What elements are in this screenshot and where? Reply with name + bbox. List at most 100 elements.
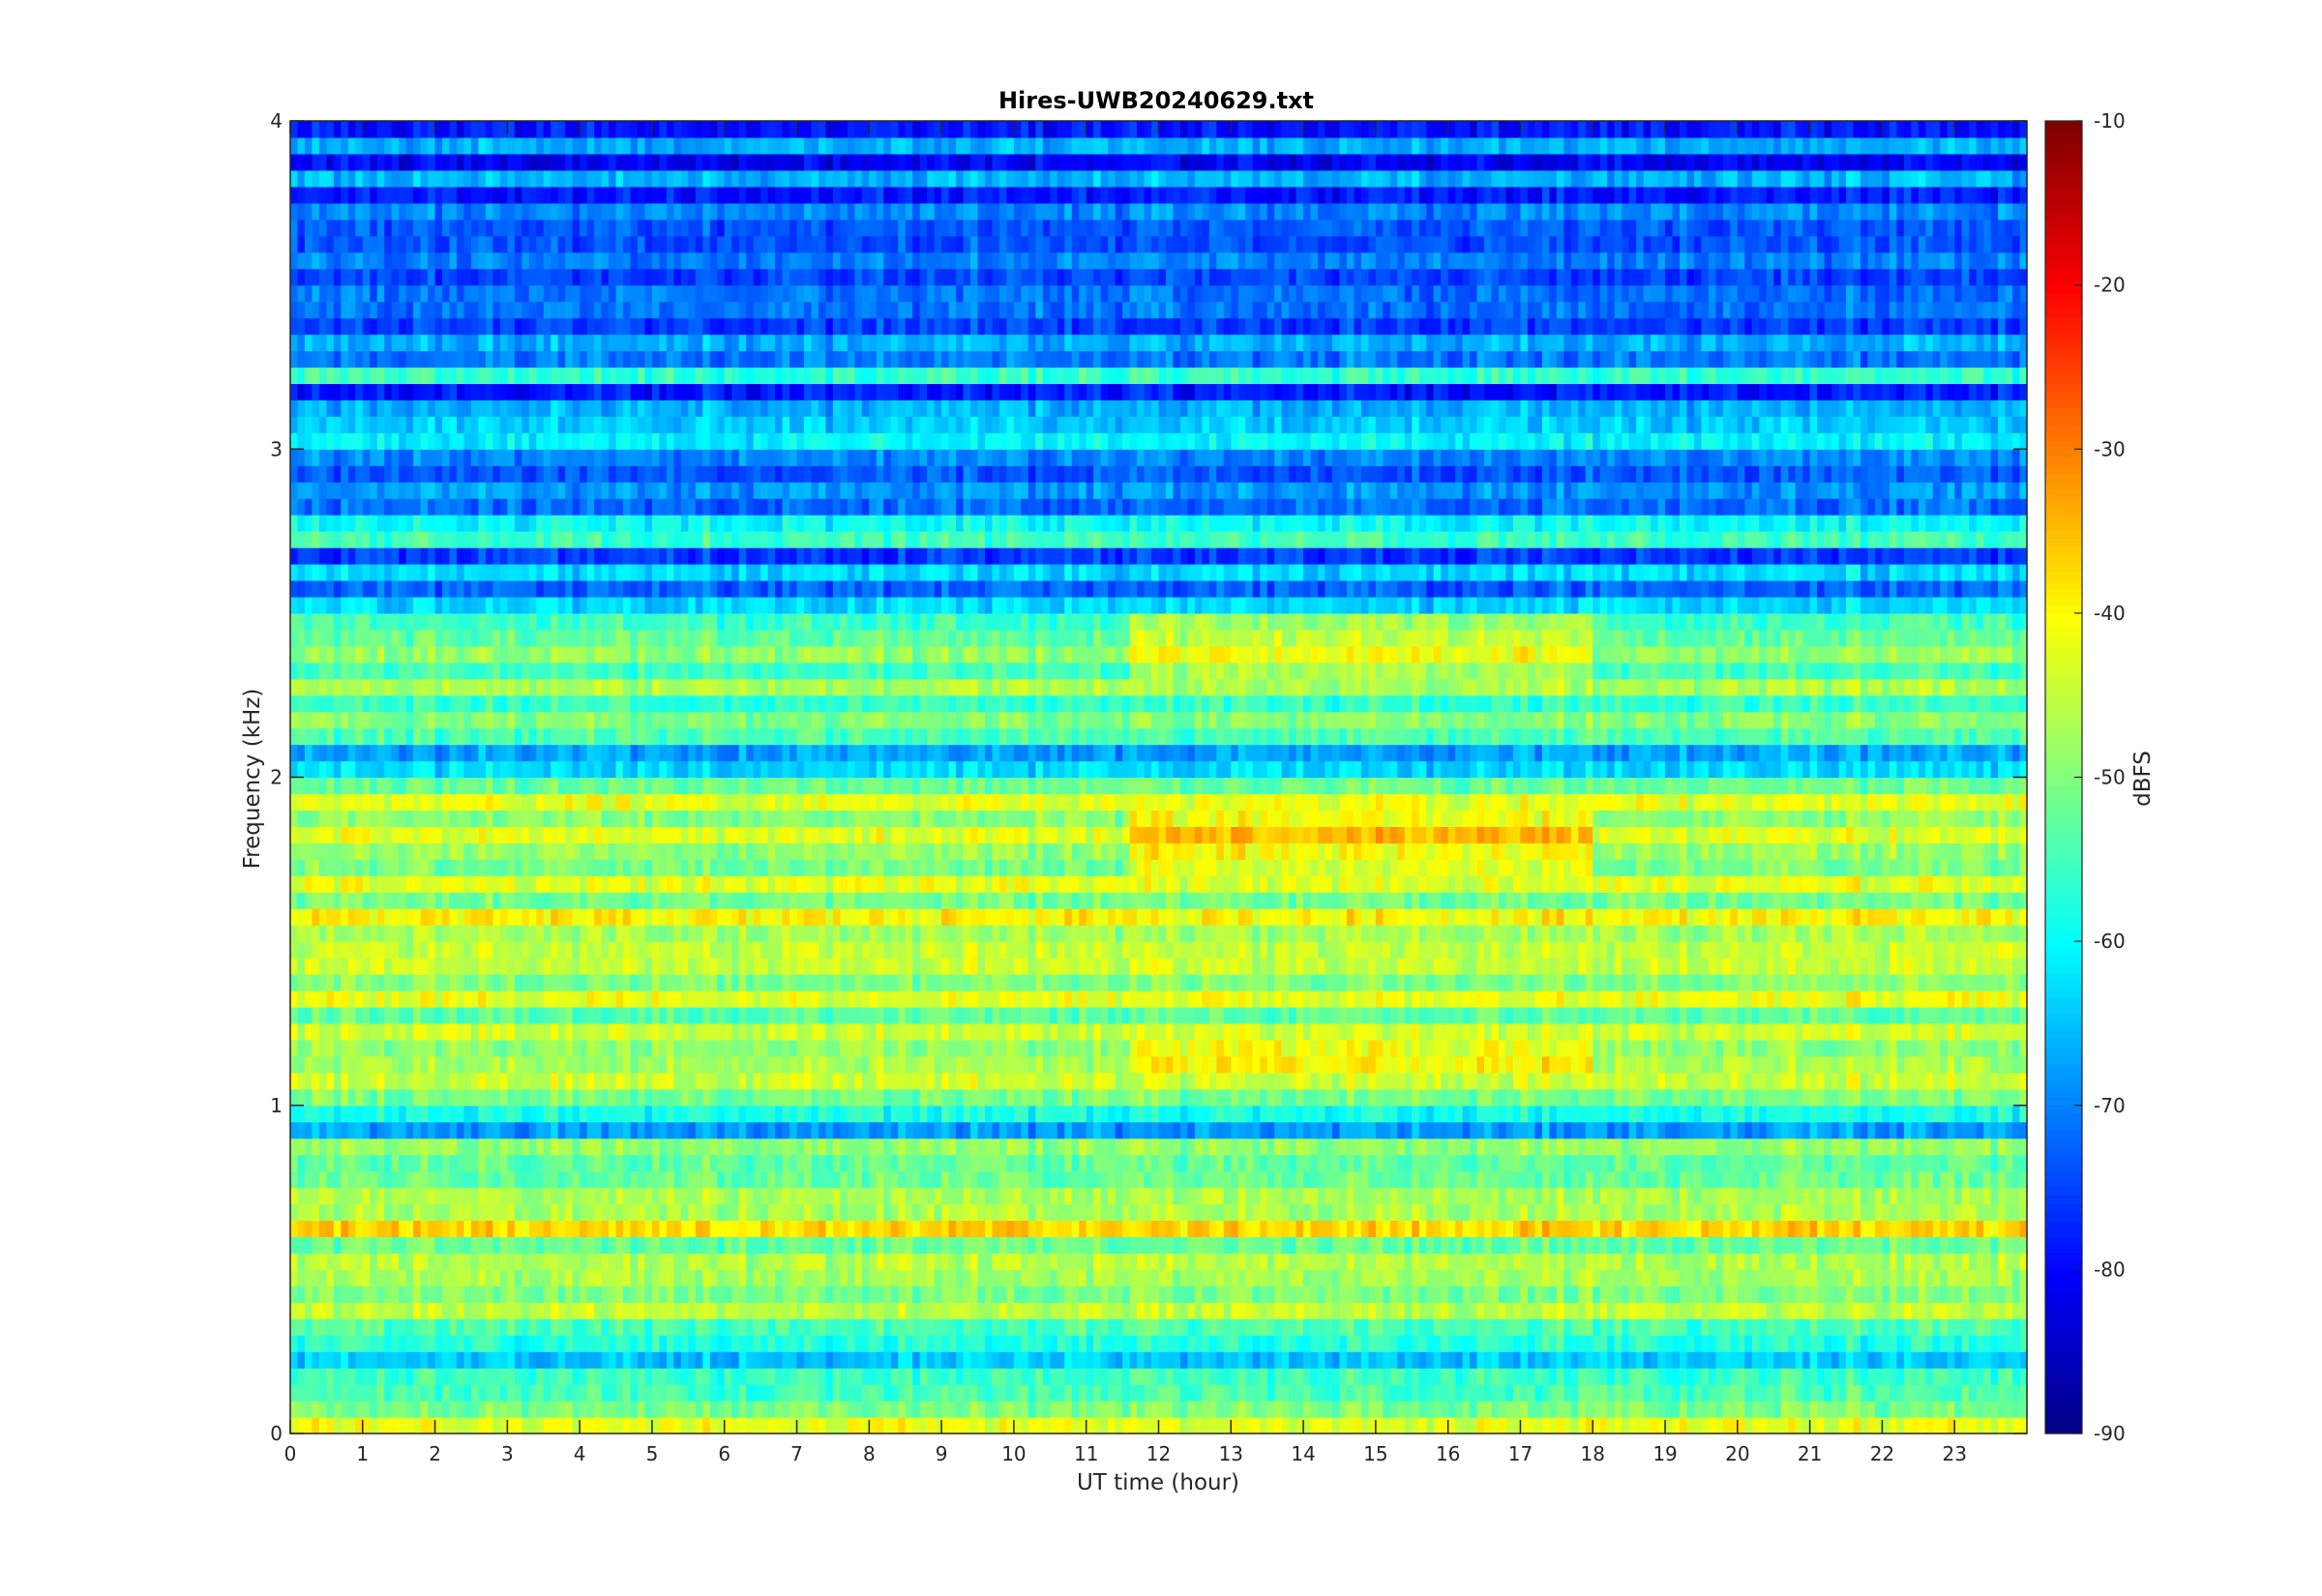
- heatmap-cell: [543, 1401, 551, 1418]
- heatmap-cell: [499, 1105, 508, 1123]
- heatmap-cell: [1961, 1401, 1970, 1418]
- heatmap-cell: [890, 1384, 899, 1402]
- heatmap-cell: [746, 1368, 755, 1385]
- heatmap-cell: [1665, 1220, 1674, 1238]
- heatmap-cell: [1693, 1401, 1703, 1418]
- heatmap-cell: [1556, 1088, 1564, 1107]
- heatmap-cell: [2019, 1138, 2028, 1156]
- heatmap-cell: [1643, 1220, 1652, 1238]
- heatmap-cell: [1389, 1121, 1398, 1139]
- heatmap-cell: [977, 1335, 986, 1352]
- heatmap-cell: [796, 1236, 805, 1255]
- heatmap-cell: [1383, 1236, 1391, 1255]
- heatmap-cell: [919, 1335, 928, 1352]
- heatmap-cell: [1925, 1417, 1934, 1434]
- heatmap-cell: [572, 1138, 580, 1156]
- heatmap-cell: [1672, 1121, 1681, 1139]
- heatmap-cell: [1614, 1088, 1622, 1107]
- heatmap-cell: [2019, 1351, 2028, 1369]
- heatmap-cell: [782, 1105, 790, 1123]
- heatmap-cell: [1715, 1318, 1724, 1336]
- heatmap-cell: [1035, 1368, 1044, 1385]
- heatmap-cell: [1998, 1335, 2007, 1352]
- heatmap-cell: [1122, 1170, 1131, 1189]
- heatmap-cell: [1693, 1318, 1703, 1336]
- heatmap-cell: [869, 1187, 878, 1205]
- heatmap-cell: [1418, 1318, 1427, 1336]
- heatmap-cell: [970, 1335, 979, 1352]
- heatmap-cell: [521, 1417, 530, 1434]
- heatmap-cell: [499, 1368, 508, 1385]
- heatmap-cell: [876, 1220, 884, 1238]
- heatmap-cell: [673, 1286, 682, 1303]
- heatmap-cell: [1737, 1269, 1745, 1286]
- heatmap-cell: [804, 1351, 813, 1369]
- heatmap-cell: [876, 1384, 884, 1402]
- heatmap-cell: [318, 1351, 327, 1369]
- heatmap-cell: [1693, 1335, 1703, 1352]
- heatmap-cell: [717, 1302, 726, 1319]
- heatmap-cell: [1071, 1401, 1080, 1418]
- heatmap-cell: [1274, 1170, 1283, 1189]
- heatmap-cell: [1809, 1269, 1818, 1286]
- heatmap-cell: [861, 1351, 870, 1369]
- heatmap-cell: [1318, 1203, 1326, 1222]
- heatmap-cell: [2012, 1253, 2021, 1270]
- heatmap-cell: [609, 1138, 617, 1156]
- heatmap-cell: [985, 1286, 994, 1303]
- heatmap-cell: [1541, 1236, 1550, 1255]
- heatmap-cell: [615, 1187, 624, 1205]
- heatmap-cell: [1079, 1253, 1087, 1270]
- heatmap-cell: [362, 1121, 371, 1139]
- heatmap-cell: [1129, 1351, 1138, 1369]
- heatmap-cell: [413, 1401, 422, 1418]
- heatmap-cell: [644, 1318, 653, 1336]
- heatmap-cell: [1144, 1154, 1152, 1172]
- heatmap-cell: [659, 1138, 668, 1156]
- heatmap-cell: [1173, 1220, 1181, 1238]
- heatmap-cell: [905, 1088, 913, 1107]
- heatmap-cell: [1947, 1269, 1955, 1286]
- heatmap-cell: [326, 1105, 335, 1123]
- heatmap-cell: [1027, 1138, 1036, 1156]
- heatmap-cell: [565, 1384, 574, 1402]
- heatmap-cell: [963, 1138, 971, 1156]
- heatmap-cell: [1751, 1236, 1760, 1255]
- heatmap-cell: [1144, 1253, 1152, 1270]
- heatmap-cell: [615, 1105, 624, 1123]
- heatmap-cell: [1780, 1154, 1789, 1172]
- heatmap-cell: [709, 1105, 718, 1123]
- heatmap-cell: [1447, 1368, 1456, 1385]
- heatmap-cell: [1759, 1121, 1768, 1139]
- heatmap-cell: [1730, 1253, 1739, 1270]
- heatmap-cell: [1208, 1368, 1217, 1385]
- heatmap-cell: [463, 1335, 472, 1352]
- heatmap-cell: [1042, 1351, 1051, 1369]
- heatmap-cell: [405, 1105, 414, 1123]
- heatmap-cell: [1006, 1269, 1015, 1286]
- heatmap-cell: [1737, 1351, 1745, 1369]
- heatmap-cell: [1231, 1368, 1239, 1385]
- heatmap-cell: [1151, 1269, 1160, 1286]
- heatmap-cell: [1788, 1138, 1797, 1156]
- heatmap-cell: [1021, 1154, 1029, 1172]
- heatmap-cell: [717, 1335, 726, 1352]
- heatmap-cell: [1375, 1170, 1384, 1189]
- heatmap-cell: [1462, 1351, 1471, 1369]
- heatmap-cell: [1824, 1138, 1832, 1156]
- heatmap-cell: [1680, 1253, 1688, 1270]
- heatmap-cell: [1484, 1269, 1493, 1286]
- heatmap-cell: [847, 1203, 855, 1222]
- heatmap-cell: [1397, 1170, 1406, 1189]
- heatmap-cell: [1541, 1203, 1550, 1222]
- heatmap-cell: [1295, 1286, 1304, 1303]
- heatmap-cell: [1599, 1318, 1608, 1336]
- heatmap-cell: [1527, 1417, 1536, 1434]
- heatmap-cell: [963, 1286, 971, 1303]
- heatmap-cell: [912, 1335, 921, 1352]
- heatmap-cell: [1961, 1368, 1970, 1385]
- heatmap-cell: [362, 1170, 371, 1189]
- heatmap-cell: [1108, 1286, 1116, 1303]
- heatmap-cell: [1426, 1220, 1435, 1238]
- heatmap-cell: [1896, 1105, 1905, 1123]
